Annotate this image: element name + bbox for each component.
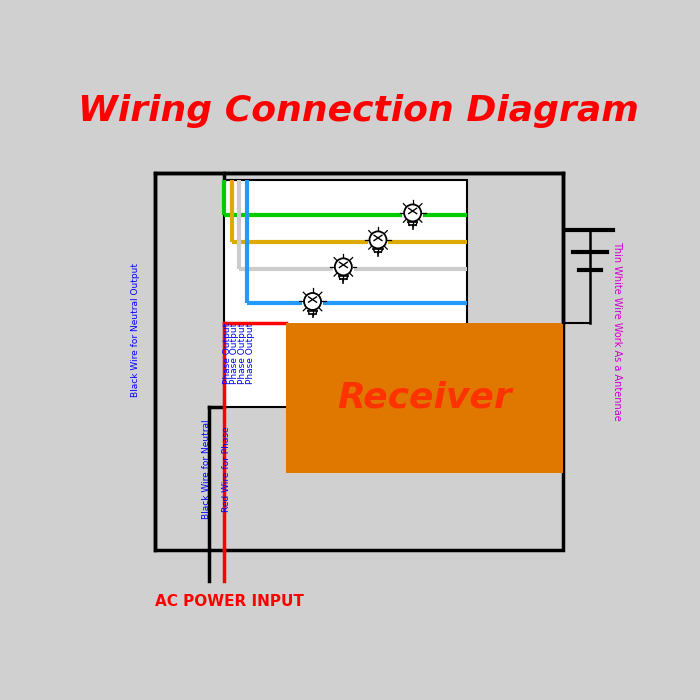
Circle shape [335,258,352,275]
Bar [286,323,563,473]
Text: Black Wire for Neutral: Black Wire for Neutral [202,419,211,519]
Text: AC POWER INPUT: AC POWER INPUT [155,594,304,609]
Bar [224,180,466,407]
Circle shape [404,204,421,221]
Text: Phase Output: Phase Output [238,323,247,384]
Circle shape [304,293,321,310]
Bar [402,200,423,230]
Text: Red Wire for Phase: Red Wire for Phase [222,426,231,512]
Bar [302,289,323,318]
Text: Receiver: Receiver [337,381,512,415]
Text: Phase Output: Phase Output [246,323,255,384]
Circle shape [370,232,386,248]
Bar [368,228,388,256]
Text: Black Wire for Neutral Output: Black Wire for Neutral Output [131,263,140,398]
Text: Phase Output: Phase Output [223,323,232,384]
Text: Phase Output: Phase Output [230,323,239,384]
Text: Thin White Wire Work As a Antennae: Thin White Wire Work As a Antennae [612,241,622,420]
Bar [155,172,563,550]
Bar [333,254,354,284]
Text: Wiring Connection Diagram: Wiring Connection Diagram [78,94,639,128]
